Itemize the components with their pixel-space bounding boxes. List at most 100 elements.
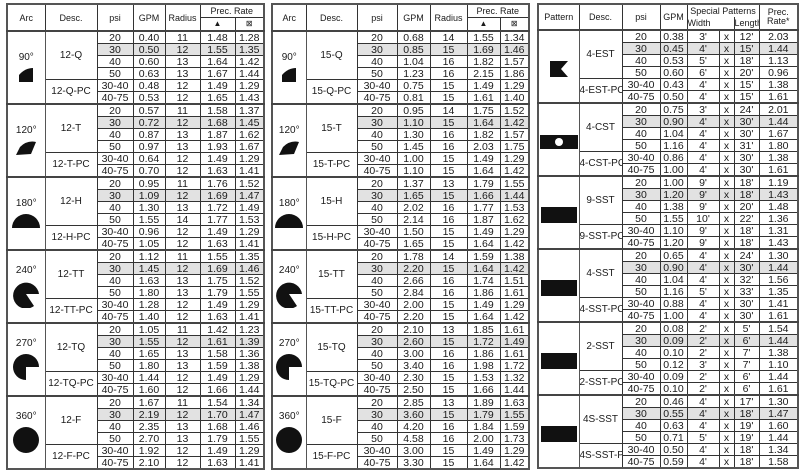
radius: 15	[429, 43, 468, 56]
prec-rate-square: 1.42	[499, 164, 530, 178]
gpm: 1.37	[396, 176, 431, 190]
prec-rate-triangle: 1.64	[199, 55, 236, 68]
pattern-length: 18'	[733, 407, 760, 420]
prec-rate-triangle: 1.49	[199, 444, 236, 457]
radius: 13	[429, 322, 468, 336]
model-desc: 15-Q-PC	[305, 79, 358, 105]
prec-rate-square: 1.41	[234, 310, 265, 324]
desc-header: Desc.	[44, 3, 98, 32]
prec-rate-triangle: 1.49	[466, 152, 501, 165]
model-desc: 12-Q-PC	[44, 79, 98, 105]
radius: 15	[429, 444, 468, 457]
pattern-width: 4'	[686, 127, 720, 140]
length-header: Length	[733, 17, 760, 31]
prec-rate-triangle: 1.72	[199, 201, 236, 214]
gpm: 0.60	[132, 55, 166, 68]
psi: 20	[621, 29, 661, 43]
psi: 50	[621, 212, 661, 225]
prec-rate: 1.48	[758, 200, 799, 213]
prec-rate-square: 1.29	[499, 152, 530, 165]
table-row: 90° 15-Q 20 0.68 14 1.55 1.34	[271, 30, 530, 105]
model-desc: 15-T	[305, 103, 358, 153]
pattern-width: 9'	[686, 200, 720, 213]
times-sign: x	[718, 127, 735, 140]
pattern-width: 4'	[686, 139, 720, 152]
gpm: 0.75	[659, 102, 688, 116]
prec-rate-triangle: 1.49	[466, 444, 501, 457]
radius: 15	[429, 152, 468, 165]
table-row: 40 1.04 4' x 30' 1.67	[538, 127, 799, 140]
prec-rate: 1.38	[758, 346, 799, 359]
gpm: 1.65	[132, 347, 166, 360]
prec-rate-square: 1.29	[234, 371, 265, 384]
pattern-width: 3'	[686, 29, 720, 43]
desc-header: Desc.	[305, 3, 358, 32]
prec-rate: 1.38	[758, 151, 799, 164]
prec-rate-square: 1.55	[499, 408, 530, 421]
gpm: 0.38	[659, 29, 688, 43]
gpm: 0.95	[132, 176, 166, 190]
gpm: 0.87	[132, 128, 166, 141]
psi: 40-75	[621, 90, 661, 104]
psi: 40	[621, 419, 661, 432]
table-row: 30 0.85 15 1.69 1.46	[272, 43, 530, 56]
table-row: 40-75 1.05 12 1.63 1.41	[7, 237, 265, 251]
radius-header: Radius	[429, 3, 468, 32]
model-desc: 4-CST	[578, 102, 623, 152]
table-row: 30 1.09 12 1.69 1.47	[7, 189, 265, 202]
pattern-width: 4'	[686, 273, 720, 286]
triangle-icon: ▲	[199, 17, 236, 32]
radius: 15	[429, 164, 468, 178]
table-row: 240° 15-TT 20 1.78 14 1.59 1.38	[271, 249, 530, 324]
psi: 50	[96, 140, 134, 153]
full-arc-icon	[8, 426, 44, 454]
prec-rate-triangle: 2.00	[466, 432, 501, 445]
gpm: 1.45	[396, 140, 431, 153]
table-row: 40-75 1.00 4' x 30' 1.61	[538, 309, 799, 323]
radius: 13	[164, 67, 201, 80]
prec-rate-triangle: 1.63	[199, 456, 236, 470]
table-row: 4-CST 20 0.75 3' x 24' 2.01	[537, 102, 799, 177]
gpm: 0.63	[132, 67, 166, 80]
gpm-header: GPM	[659, 3, 688, 31]
pattern-width: 5'	[686, 431, 720, 444]
times-sign: x	[718, 394, 735, 408]
prec-rate-square: 1.49	[499, 335, 530, 348]
model-desc: 4-SST-PC	[578, 297, 623, 323]
radius: 15	[429, 116, 468, 129]
gpm: 1.55	[132, 335, 166, 348]
psi: 40	[621, 346, 661, 359]
radius: 15	[429, 225, 468, 238]
arc-cell: 90°	[6, 30, 46, 105]
times-sign: x	[718, 175, 735, 189]
psi: 30	[621, 42, 661, 55]
prec-rate-square: 1.53	[499, 201, 530, 214]
prec-rate-triangle: 1.75	[466, 103, 501, 117]
prec-rate-square: 1.42	[499, 310, 530, 324]
table-row: 30 0.90 4' x 30' 1.44	[538, 261, 799, 274]
quarter-arc-icon	[8, 67, 44, 83]
prec-rate-square: 1.29	[234, 298, 265, 311]
prec-rate-triangle: 1.55	[199, 249, 236, 263]
pattern-width: 4'	[686, 419, 720, 432]
pattern-length: 19'	[733, 431, 760, 444]
model-desc: 15-T-PC	[305, 152, 358, 178]
prec-rate-square: 1.67	[234, 140, 265, 153]
radius: 11	[164, 322, 201, 336]
radius: 12	[164, 164, 201, 178]
table-row: 12-T-PC 30-40 0.64 12 1.49 1.29	[7, 152, 265, 178]
psi: 30	[356, 43, 398, 56]
gpm: 0.88	[659, 297, 688, 310]
prec-rate-square: 1.44	[499, 383, 530, 397]
prec-rate-square: 1.29	[499, 79, 530, 92]
quarter-arc-icon	[273, 67, 305, 83]
radius: 13	[164, 420, 201, 433]
gpm: 0.55	[659, 407, 688, 420]
table-row: 12-H-PC 30-40 0.96 12 1.49 1.29	[7, 225, 265, 251]
psi: 50	[621, 139, 661, 152]
times-sign: x	[718, 285, 735, 298]
prec-rate: 1.44	[758, 431, 799, 444]
psi: 20	[96, 176, 134, 190]
prec-rate: 1.44	[758, 370, 799, 383]
prec-rate-square: 1.63	[499, 395, 530, 409]
